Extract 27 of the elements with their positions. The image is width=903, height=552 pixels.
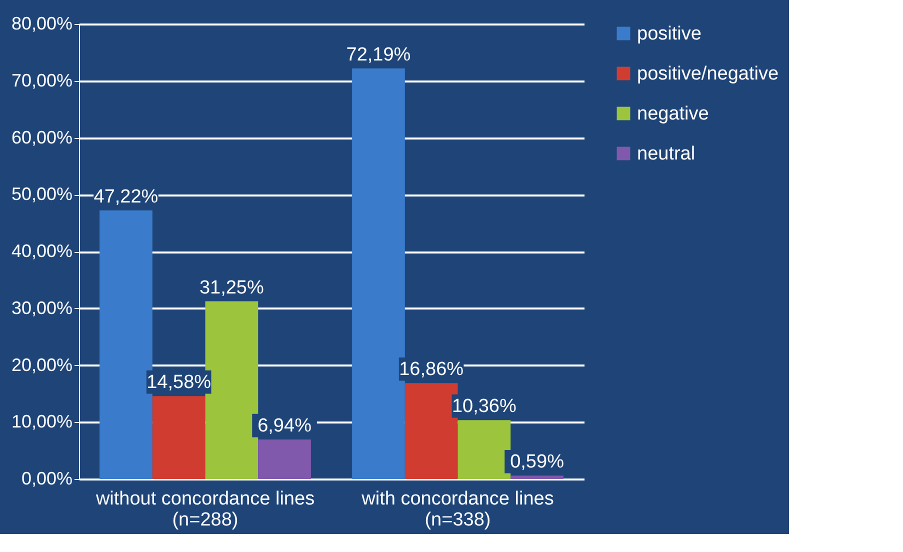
x-tick-label: with concordance lines (n=338) <box>360 488 554 530</box>
legend-label: negative <box>637 104 709 124</box>
bar <box>258 440 311 479</box>
legend-label: positive/negative <box>637 64 779 84</box>
data-label: 16,86% <box>399 359 464 380</box>
legend-label: positive <box>637 24 702 44</box>
data-label: 14,58% <box>146 372 212 394</box>
bar <box>152 396 206 479</box>
data-label: 0,59% <box>510 452 564 473</box>
y-tick-label: 20,00% <box>11 354 72 375</box>
y-tick-label: 40,00% <box>11 241 72 261</box>
y-tick-label: 50,00% <box>11 184 72 204</box>
data-label: 47,22% <box>94 186 158 208</box>
data-label: 6,94% <box>258 416 312 437</box>
y-tick-label: 30,00% <box>11 298 72 318</box>
y-tick-label: 70,00% <box>11 70 72 90</box>
bar <box>510 476 564 479</box>
y-tick-label: 0,00% <box>21 468 72 488</box>
data-label: 31,25% <box>199 277 264 298</box>
bar <box>458 420 511 479</box>
y-tick-label: 80,00% <box>11 14 72 34</box>
y-tick-label: 10,00% <box>11 412 72 432</box>
legend-label: neutral <box>637 144 696 164</box>
data-label: 10,36% <box>452 396 516 418</box>
x-tick-label: without concordance lines (n=288) <box>94 488 315 530</box>
data-label: 72,19% <box>346 44 411 66</box>
y-tick-label: 60,00% <box>11 127 72 148</box>
